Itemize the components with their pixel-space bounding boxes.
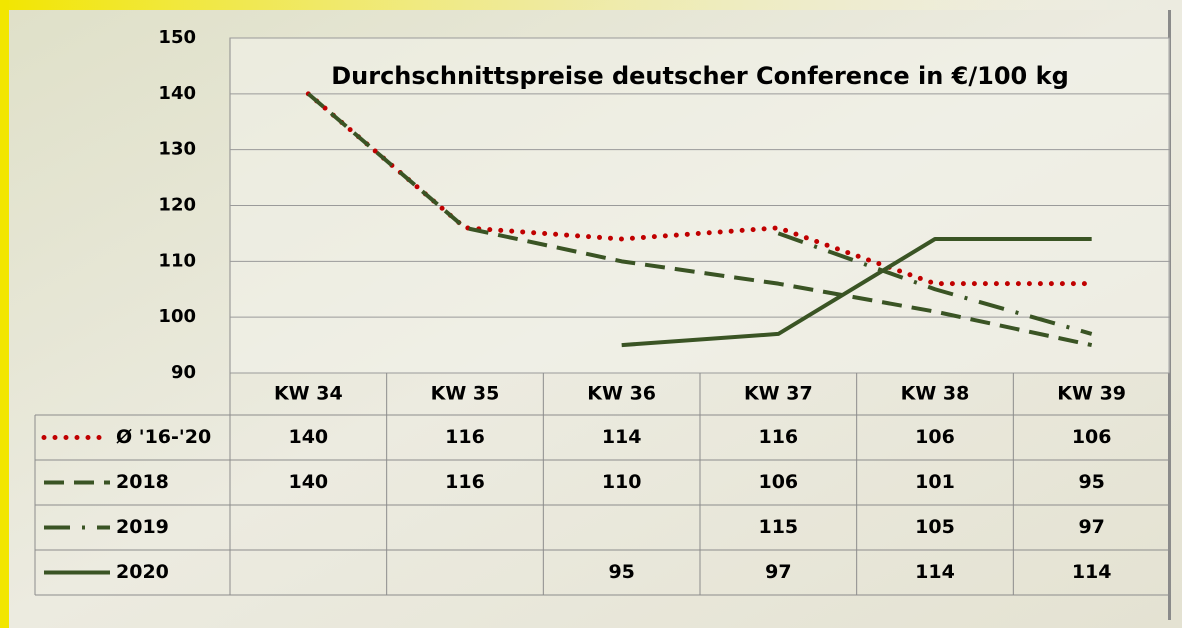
- table-value: 95: [608, 561, 634, 583]
- legend-label: 2020: [116, 561, 169, 583]
- y-tick-label: 100: [158, 306, 196, 327]
- x-tick-label: KW 39: [1057, 383, 1126, 405]
- x-tick-label: KW 36: [587, 383, 656, 405]
- y-tick-label: 110: [158, 250, 196, 271]
- table-value: 95: [1078, 471, 1104, 493]
- chart: 90 100 110 120 130 140 150 Durchschnittspreise…: [0, 0, 1182, 628]
- legend-label: 2019: [116, 516, 169, 538]
- y-tick-label: 130: [158, 139, 196, 160]
- y-tick-label: 120: [158, 195, 196, 216]
- x-tick-label: KW 34: [274, 383, 343, 405]
- top-bar: [0, 0, 1182, 10]
- table-value: 140: [288, 426, 328, 448]
- table-value: 105: [915, 516, 955, 538]
- y-tick-label: 150: [158, 27, 196, 48]
- table-value: 116: [445, 426, 485, 448]
- table-value: 140: [288, 471, 328, 493]
- table-value: 114: [915, 561, 955, 583]
- y-tick-label: 90: [171, 362, 196, 383]
- table-value: 116: [758, 426, 798, 448]
- table-value: 106: [915, 426, 955, 448]
- table-value: 97: [1078, 516, 1104, 538]
- left-bar: [0, 0, 9, 628]
- table-value: 116: [445, 471, 485, 493]
- table-value: 106: [1072, 426, 1112, 448]
- x-tick-label: KW 38: [901, 383, 970, 405]
- legend-label: Ø '16-'20: [116, 426, 211, 448]
- x-tick-label: KW 35: [431, 383, 500, 405]
- chart-title: Durchschnittspreise deutscher Conference…: [331, 62, 1069, 90]
- table-value: 114: [602, 426, 642, 448]
- table-value: 110: [602, 471, 642, 493]
- table-value: 97: [765, 561, 791, 583]
- table-value: 114: [1072, 561, 1112, 583]
- x-tick-label: KW 37: [744, 383, 813, 405]
- table-value: 106: [758, 471, 798, 493]
- y-tick-label: 140: [158, 83, 196, 104]
- table-value: 115: [758, 516, 798, 538]
- table-value: 101: [915, 471, 955, 493]
- legend-label: 2018: [116, 471, 169, 493]
